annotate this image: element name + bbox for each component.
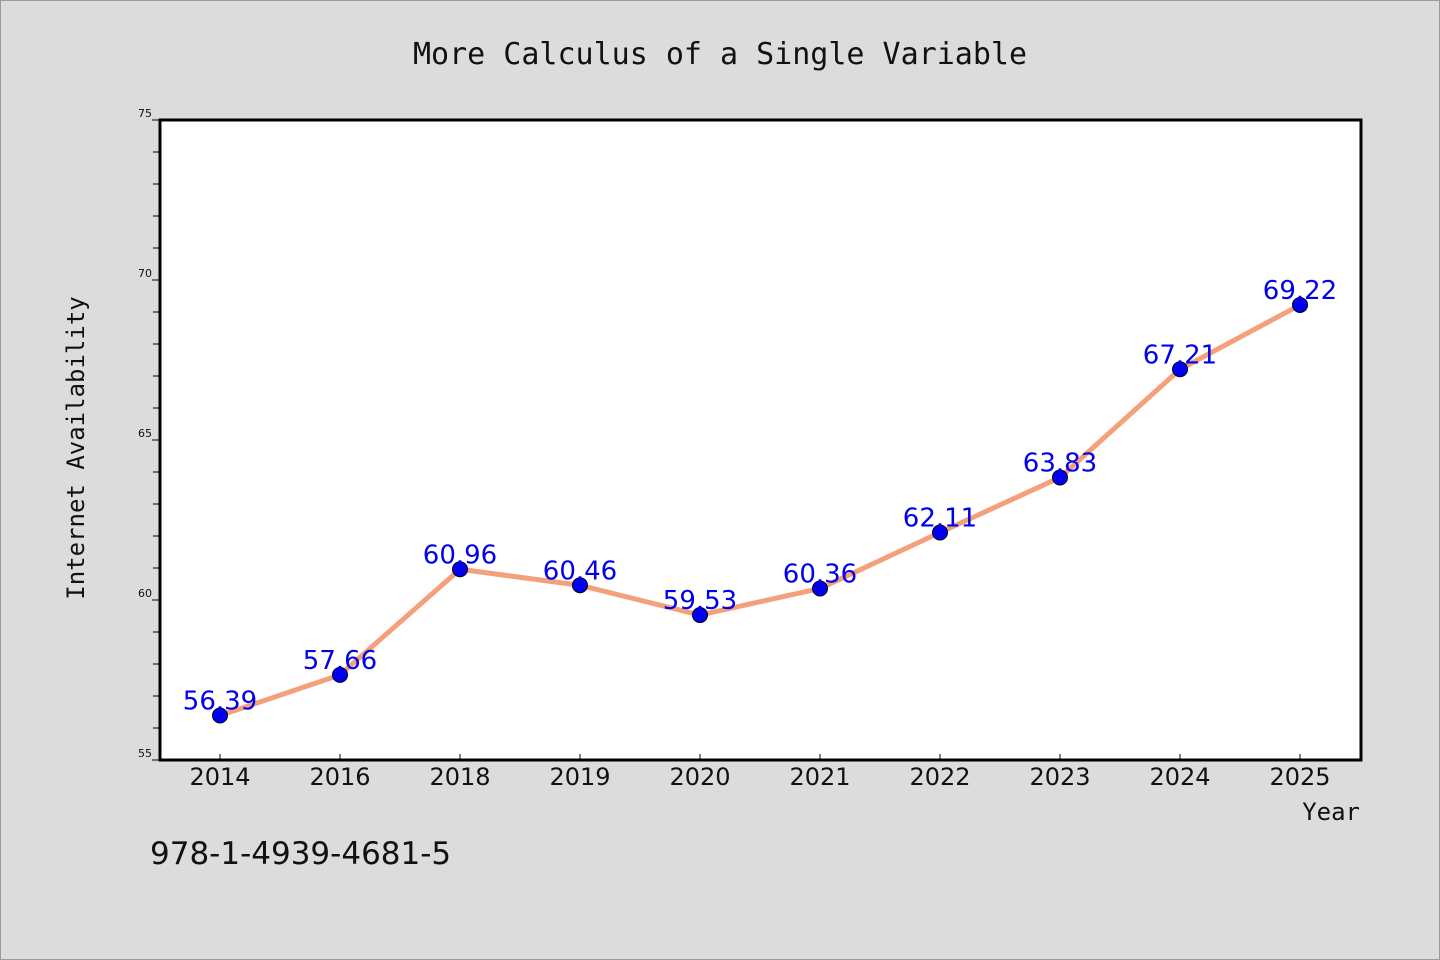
data-point (1292, 296, 1308, 313)
x-tick-label: 2022 (909, 763, 970, 791)
data-label: 69.22 (1263, 276, 1337, 306)
data-point (692, 607, 708, 624)
data-label: 59.53 (663, 586, 737, 616)
data-label: 56.39 (183, 687, 257, 717)
x-tick-label: 2019 (549, 763, 610, 791)
data-point (1052, 469, 1068, 486)
y-tick-label: 75 (138, 107, 152, 120)
x-axis: 2014 2016 2018 2019 2020 2021 2022 2023 2024 2025 (189, 754, 1331, 791)
isbn-text: 978-1-4939-4681-5 (150, 836, 451, 872)
x-tick-label: 2025 (1269, 763, 1330, 791)
data-label: 67.21 (1143, 340, 1217, 370)
data-label: 63.83 (1023, 448, 1097, 478)
data-point (572, 577, 588, 594)
data-label: 57.66 (303, 646, 377, 676)
data-point (932, 524, 948, 541)
data-label: 60.96 (423, 540, 497, 570)
x-axis-label: Year (1302, 798, 1360, 826)
x-tick-label: 2018 (429, 763, 490, 791)
x-tick-label: 2023 (1029, 763, 1090, 791)
y-tick-label: 55 (138, 747, 152, 760)
plot-area (158, 118, 1363, 762)
data-point (332, 666, 348, 683)
y-tick-label: 65 (138, 427, 152, 440)
data-points (212, 296, 1308, 724)
y-tick-label: 70 (138, 267, 152, 280)
data-point (812, 580, 828, 597)
data-label: 62.11 (903, 503, 977, 533)
data-labels: 56.39 57.66 60.96 60.46 59.53 60.36 62.11 63.83… (183, 276, 1337, 717)
y-axis: 55 60 65 70 75 (138, 107, 160, 761)
x-tick-label: 2016 (309, 763, 370, 791)
x-tick-label: 2014 (189, 763, 250, 791)
data-label: 60.36 (783, 559, 857, 589)
x-tick-label: 2021 (789, 763, 850, 791)
data-point (212, 707, 228, 724)
data-label: 60.46 (543, 556, 617, 586)
y-axis-label: Internet Availability (62, 296, 90, 599)
y-tick-label: 60 (138, 587, 152, 600)
series-line (217, 302, 1303, 719)
x-tick-label: 2020 (669, 763, 730, 791)
data-point (452, 561, 468, 578)
data-point (1172, 361, 1188, 378)
x-tick-label: 2024 (1149, 763, 1210, 791)
chart-title: More Calculus of a Single Variable (413, 37, 1027, 72)
